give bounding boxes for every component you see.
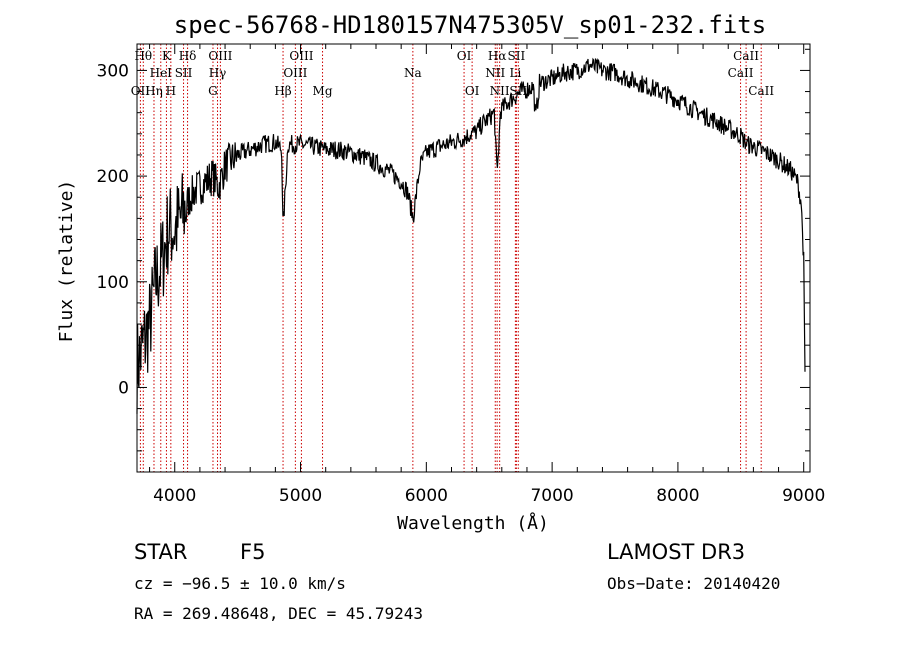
line-label-14: Mg	[313, 84, 333, 98]
line-label-9: Hγ	[209, 66, 227, 80]
x-tick-label-5: 9000	[782, 486, 825, 506]
x-axis: 4000 5000 6000 7000 8000 9000	[149, 44, 825, 506]
spectral-line-markers	[139, 44, 762, 472]
object-class: STAR	[134, 540, 187, 564]
x-tick-label-0: 4000	[153, 486, 196, 506]
y-tick-label-0: 0	[118, 378, 129, 398]
y-tick-label-3: 300	[97, 61, 129, 81]
line-label-1: OII	[131, 84, 151, 98]
line-label-13: OIII	[283, 66, 307, 80]
line-label-26: CaII	[748, 84, 774, 98]
line-label-7: Hδ	[179, 49, 197, 63]
line-label-21: Li	[509, 66, 521, 80]
line-label-5: H	[166, 84, 176, 98]
observation-date: Obs−Date: 20140420	[607, 574, 780, 593]
x-tick-label-1: 5000	[279, 486, 322, 506]
line-label-0: Hθ	[134, 49, 152, 63]
x-axis-label: Wavelength (Å)	[397, 512, 549, 534]
plot-frame	[136, 43, 811, 473]
line-label-15: Na	[404, 66, 422, 80]
x-tick-label-4: 8000	[656, 486, 699, 506]
line-label-16: OI	[457, 49, 472, 63]
line-label-3: HeI	[150, 66, 173, 80]
line-label-24: CaII	[733, 49, 759, 63]
line-label-8: OIII	[208, 49, 232, 63]
x-tick-label-3: 7000	[530, 486, 573, 506]
line-label-25: CaII	[728, 66, 754, 80]
y-axis-label: Flux (relative)	[56, 180, 77, 343]
line-label-12: OIII	[289, 49, 313, 63]
flux-series-line	[136, 57, 806, 414]
object-subclass: F5	[240, 540, 265, 564]
y-tick-label-1: 100	[97, 273, 129, 293]
line-label-19: SII	[508, 49, 526, 63]
y-tick-label-2: 200	[97, 167, 129, 187]
redshift-info: cz = −96.5 ± 10.0 km/s	[134, 574, 346, 593]
line-label-17: OI	[465, 84, 480, 98]
line-label-22: NII	[490, 84, 510, 98]
line-label-11: Hβ	[274, 84, 291, 98]
line-label-20: NII	[485, 66, 505, 80]
chart-title: spec-56768-HD180157N475305V_sp01-232.fit…	[174, 11, 766, 39]
line-label-2: Hη	[145, 84, 163, 98]
line-label-10: G	[208, 84, 218, 98]
survey-name: LAMOST DR3	[607, 540, 745, 564]
coordinates: RA = 269.48648, DEC = 45.79243	[134, 604, 423, 623]
line-label-4: K	[162, 49, 172, 63]
line-label-18: Hα	[488, 49, 507, 63]
line-label-6: SII	[175, 66, 193, 80]
y-axis: 0 100 200 300	[97, 48, 810, 452]
x-tick-label-2: 6000	[405, 486, 448, 506]
